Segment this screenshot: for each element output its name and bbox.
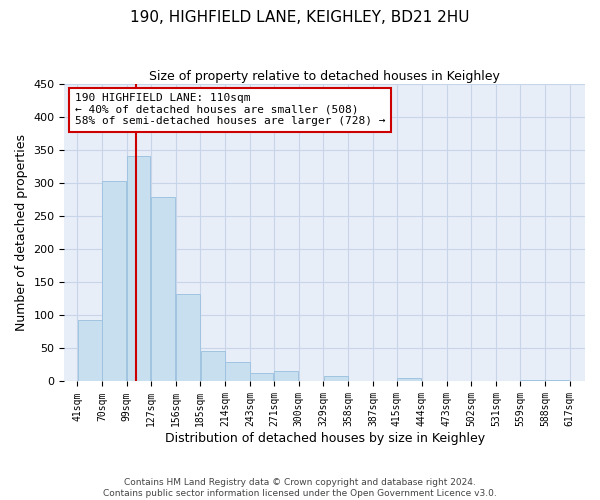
Text: 190, HIGHFIELD LANE, KEIGHLEY, BD21 2HU: 190, HIGHFIELD LANE, KEIGHLEY, BD21 2HU bbox=[130, 10, 470, 25]
Bar bbox=[77, 320, 101, 382]
Bar bbox=[103, 182, 127, 382]
Bar bbox=[200, 351, 225, 382]
Y-axis label: Number of detached properties: Number of detached properties bbox=[15, 134, 28, 332]
Bar bbox=[226, 362, 250, 382]
Bar bbox=[274, 371, 298, 382]
Bar bbox=[176, 294, 200, 382]
Bar bbox=[127, 156, 151, 382]
Bar bbox=[324, 376, 348, 382]
Bar bbox=[545, 380, 569, 382]
Bar bbox=[397, 378, 421, 382]
Title: Size of property relative to detached houses in Keighley: Size of property relative to detached ho… bbox=[149, 70, 500, 83]
X-axis label: Distribution of detached houses by size in Keighley: Distribution of detached houses by size … bbox=[164, 432, 485, 445]
Bar bbox=[250, 373, 274, 382]
Text: 190 HIGHFIELD LANE: 110sqm
← 40% of detached houses are smaller (508)
58% of sem: 190 HIGHFIELD LANE: 110sqm ← 40% of deta… bbox=[75, 93, 385, 126]
Bar bbox=[520, 380, 544, 382]
Bar bbox=[151, 197, 175, 382]
Text: Contains HM Land Registry data © Crown copyright and database right 2024.
Contai: Contains HM Land Registry data © Crown c… bbox=[103, 478, 497, 498]
